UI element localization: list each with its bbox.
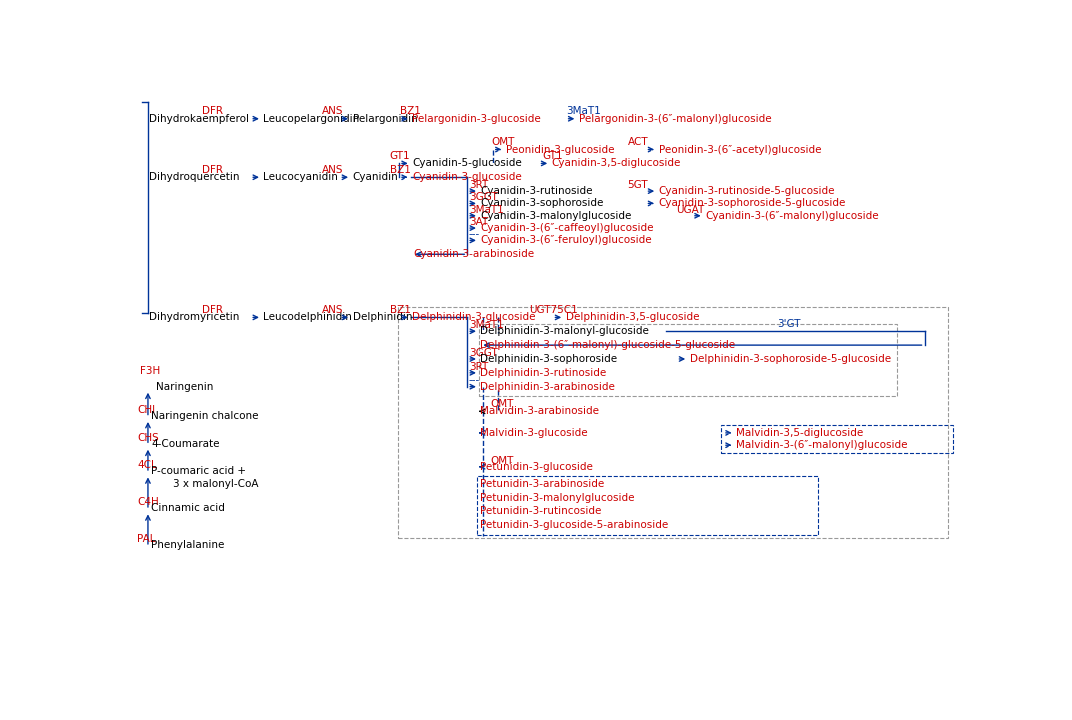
Text: Delphinidin-3-rutinoside: Delphinidin-3-rutinoside: [480, 368, 607, 378]
Text: Naringenin: Naringenin: [155, 382, 213, 392]
Text: 3RT: 3RT: [468, 180, 488, 190]
Text: ---: ---: [468, 229, 480, 239]
Text: Peonidin-3-(6″-acetyl)glucoside: Peonidin-3-(6″-acetyl)glucoside: [658, 145, 821, 155]
Text: Pelargonidin: Pelargonidin: [353, 114, 417, 124]
Text: UGAT: UGAT: [676, 204, 704, 215]
Text: Cyanidin-3,5-diglucoside: Cyanidin-3,5-diglucoside: [552, 158, 681, 168]
Bar: [398, 307, 948, 538]
Text: 3'GT: 3'GT: [777, 318, 801, 328]
Text: Petunidin-3-malonylglucoside: Petunidin-3-malonylglucoside: [480, 492, 635, 503]
Text: Cyanidin-5-glucoside: Cyanidin-5-glucoside: [413, 158, 522, 168]
Text: BZ1: BZ1: [400, 106, 420, 116]
Text: ANS: ANS: [323, 165, 344, 174]
Text: Cyanidin-3-malonylglucoside: Cyanidin-3-malonylglucoside: [480, 211, 631, 221]
Text: Pelargonidin-3-(6″-malonyl)glucoside: Pelargonidin-3-(6″-malonyl)glucoside: [579, 114, 772, 124]
Text: 4CL: 4CL: [137, 460, 157, 470]
Text: Malvidin-3-glucoside: Malvidin-3-glucoside: [480, 428, 589, 438]
Text: Cyanidin-3-glucoside: Cyanidin-3-glucoside: [413, 172, 522, 182]
Text: Cyanidin: Cyanidin: [353, 172, 399, 182]
Text: GT1: GT1: [542, 151, 563, 161]
Text: Dihydroquercetin: Dihydroquercetin: [149, 172, 240, 182]
Text: 4-Coumarate: 4-Coumarate: [151, 438, 220, 449]
Text: CHI: CHI: [137, 405, 155, 415]
Text: BZ1: BZ1: [390, 166, 411, 176]
Text: Delphinidin: Delphinidin: [353, 312, 412, 323]
Text: C4H: C4H: [137, 498, 159, 507]
Text: Leucocyanidin: Leucocyanidin: [264, 172, 339, 182]
Text: F3H: F3H: [140, 366, 161, 377]
Text: Pelargonidin-3-glucoside: Pelargonidin-3-glucoside: [413, 114, 541, 124]
Text: Cyanidin-3-sophoroside: Cyanidin-3-sophoroside: [480, 199, 604, 208]
Text: GT1: GT1: [390, 151, 411, 161]
Text: Cyanidin-3-arabinoside: Cyanidin-3-arabinoside: [414, 249, 535, 259]
Text: Dihydromyricetin: Dihydromyricetin: [149, 312, 240, 323]
Text: Petunidin-3-arabinoside: Petunidin-3-arabinoside: [480, 479, 605, 489]
Text: ANS: ANS: [323, 305, 344, 315]
Text: BZ1: BZ1: [390, 305, 411, 315]
Text: P-coumaric acid +: P-coumaric acid +: [151, 467, 247, 477]
Text: Peonidin-3-glucoside: Peonidin-3-glucoside: [506, 145, 614, 155]
Text: DFR: DFR: [203, 106, 223, 116]
Text: Delphinidin-3-arabinoside: Delphinidin-3-arabinoside: [480, 382, 615, 392]
Text: 3AT: 3AT: [468, 217, 488, 227]
Text: Petunidin-3-glucoside-5-arabinoside: Petunidin-3-glucoside-5-arabinoside: [480, 521, 669, 531]
Text: PAL: PAL: [137, 534, 155, 544]
Text: CHS: CHS: [137, 433, 159, 443]
Text: ANS: ANS: [323, 106, 344, 116]
Text: Naringenin chalcone: Naringenin chalcone: [151, 411, 258, 421]
Text: DFR: DFR: [203, 165, 223, 174]
Text: Phenylalanine: Phenylalanine: [151, 540, 224, 550]
Text: 3MaT1: 3MaT1: [468, 204, 504, 215]
Text: Petunidin-3-rutincoside: Petunidin-3-rutincoside: [480, 506, 601, 516]
Text: Delphinidin-3-(6″-malonyl)-glucoside-5-glucoside: Delphinidin-3-(6″-malonyl)-glucoside-5-g…: [480, 340, 735, 350]
Text: OMT: OMT: [491, 399, 513, 409]
Text: Cyanidin-3-sophoroside-5-glucoside: Cyanidin-3-sophoroside-5-glucoside: [658, 199, 846, 208]
Bar: [479, 323, 897, 396]
Text: Malvidin-3-(6″-malonyl)glucoside: Malvidin-3-(6″-malonyl)glucoside: [736, 440, 908, 450]
Text: Cyanidin-3-(6″-feruloyl)glucoside: Cyanidin-3-(6″-feruloyl)glucoside: [480, 235, 652, 246]
Text: 5GT: 5GT: [628, 180, 649, 190]
Text: Delphinidin-3-sophoroside-5-glucoside: Delphinidin-3-sophoroside-5-glucoside: [689, 354, 891, 364]
Text: Petunidin-3-glucoside: Petunidin-3-glucoside: [480, 462, 593, 472]
Text: Leucodelphinidin: Leucodelphinidin: [264, 312, 353, 323]
Text: Cyanidin-3-(6″-malonyl)glucoside: Cyanidin-3-(6″-malonyl)glucoside: [705, 211, 879, 221]
Text: 3 x malonyl-CoA: 3 x malonyl-CoA: [173, 479, 258, 489]
Text: Delphinidin-3-sophoroside: Delphinidin-3-sophoroside: [480, 354, 617, 364]
Text: OMT: OMT: [491, 456, 513, 466]
Text: Delphinidin-3-malonyl-glucoside: Delphinidin-3-malonyl-glucoside: [480, 326, 650, 336]
Text: 3MaT1: 3MaT1: [566, 106, 600, 116]
Text: UGT75C1: UGT75C1: [530, 305, 578, 315]
Text: Malvidin-3-arabinoside: Malvidin-3-arabinoside: [480, 406, 599, 416]
Text: Cyanidin-3-(6″-caffeoyl)glucoside: Cyanidin-3-(6″-caffeoyl)glucoside: [480, 223, 654, 233]
Text: Delphinidin-3,5-glucoside: Delphinidin-3,5-glucoside: [566, 312, 699, 323]
Text: Leucopelargonidin: Leucopelargonidin: [264, 114, 360, 124]
Text: 3GGT: 3GGT: [468, 348, 497, 358]
Text: OMT: OMT: [491, 137, 515, 147]
Text: 3RT: 3RT: [468, 361, 488, 372]
Text: Dihydrokaempferol: Dihydrokaempferol: [149, 114, 250, 124]
Text: Delphinidin-3-glucoside: Delphinidin-3-glucoside: [413, 312, 536, 323]
Text: Malvidin-3,5-diglucoside: Malvidin-3,5-diglucoside: [736, 428, 863, 438]
Text: 3GGT: 3GGT: [468, 192, 497, 202]
Bar: [477, 476, 818, 534]
Text: Cinnamic acid: Cinnamic acid: [151, 503, 225, 513]
Text: ACT: ACT: [628, 137, 649, 147]
Bar: [720, 426, 953, 453]
Text: 3MaT1: 3MaT1: [468, 320, 504, 330]
Text: Cyanidin-3-rutinoside: Cyanidin-3-rutinoside: [480, 186, 593, 196]
Text: Cyanidin-3-rutinoside-5-glucoside: Cyanidin-3-rutinoside-5-glucoside: [658, 186, 835, 196]
Text: ---: ---: [468, 376, 480, 385]
Text: DFR: DFR: [203, 305, 223, 315]
